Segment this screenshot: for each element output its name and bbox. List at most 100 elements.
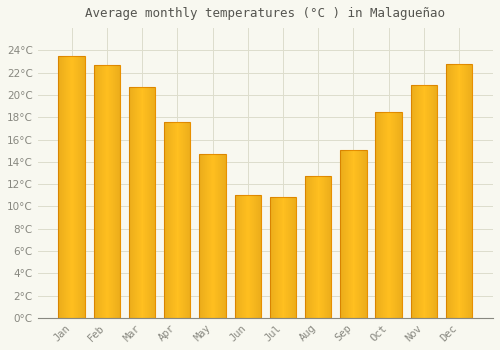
Bar	[277, 197, 278, 318]
Bar	[412, 85, 414, 318]
Bar	[202, 154, 203, 318]
Bar	[142, 87, 144, 318]
Bar	[424, 85, 425, 318]
Bar	[292, 197, 293, 318]
Bar	[188, 122, 189, 318]
Bar	[318, 176, 319, 318]
Bar	[247, 195, 248, 318]
Bar	[234, 195, 235, 318]
Bar	[96, 65, 97, 318]
Bar	[290, 197, 291, 318]
Bar	[364, 149, 366, 318]
Bar	[284, 197, 285, 318]
Bar	[355, 149, 356, 318]
Bar	[223, 154, 224, 318]
Bar	[244, 195, 245, 318]
Bar	[313, 176, 314, 318]
Bar	[410, 85, 412, 318]
Bar	[471, 64, 472, 318]
Bar	[433, 85, 434, 318]
Bar	[210, 154, 211, 318]
Bar	[235, 195, 236, 318]
Bar	[259, 195, 260, 318]
Bar	[287, 197, 288, 318]
Bar	[390, 112, 392, 318]
Bar	[204, 154, 206, 318]
Bar	[283, 197, 284, 318]
Bar	[382, 112, 384, 318]
Bar	[238, 195, 239, 318]
Bar	[451, 64, 452, 318]
Bar	[248, 195, 249, 318]
Bar	[79, 56, 80, 318]
Bar	[186, 122, 187, 318]
Bar	[454, 64, 455, 318]
Bar	[426, 85, 427, 318]
Bar	[346, 149, 347, 318]
Bar	[418, 85, 420, 318]
Bar	[328, 176, 329, 318]
Bar	[82, 56, 83, 318]
Bar	[73, 56, 74, 318]
Bar	[362, 149, 364, 318]
Bar	[251, 195, 252, 318]
Bar	[293, 197, 294, 318]
Bar	[170, 122, 172, 318]
Bar	[353, 149, 354, 318]
Bar	[81, 56, 82, 318]
Bar	[137, 87, 138, 318]
Bar	[100, 65, 101, 318]
Bar	[452, 64, 453, 318]
Bar	[94, 65, 95, 318]
Bar	[132, 87, 133, 318]
Bar	[376, 112, 402, 318]
Bar	[317, 176, 318, 318]
Bar	[340, 149, 341, 318]
Bar	[78, 56, 79, 318]
Bar	[325, 176, 326, 318]
Bar	[305, 176, 332, 318]
Bar	[107, 65, 108, 318]
Bar	[234, 195, 261, 318]
Bar	[464, 64, 465, 318]
Bar	[401, 112, 402, 318]
Bar	[77, 56, 78, 318]
Bar	[206, 154, 207, 318]
Bar	[274, 197, 275, 318]
Bar	[164, 122, 166, 318]
Bar	[200, 154, 202, 318]
Bar	[449, 64, 450, 318]
Bar	[320, 176, 321, 318]
Bar	[342, 149, 343, 318]
Bar	[271, 197, 272, 318]
Bar	[450, 64, 451, 318]
Bar	[465, 64, 466, 318]
Bar	[448, 64, 449, 318]
Bar	[457, 64, 458, 318]
Bar	[241, 195, 242, 318]
Bar	[436, 85, 437, 318]
Bar	[398, 112, 400, 318]
Bar	[330, 176, 331, 318]
Bar	[111, 65, 112, 318]
Bar	[388, 112, 390, 318]
Bar	[458, 64, 459, 318]
Bar	[435, 85, 436, 318]
Bar	[68, 56, 69, 318]
Bar	[209, 154, 210, 318]
Bar	[200, 154, 226, 318]
Bar	[242, 195, 243, 318]
Bar	[108, 65, 109, 318]
Bar	[291, 197, 292, 318]
Bar	[351, 149, 352, 318]
Bar	[352, 149, 353, 318]
Bar	[236, 195, 237, 318]
Bar	[237, 195, 238, 318]
Bar	[240, 195, 241, 318]
Bar	[350, 149, 351, 318]
Bar	[414, 85, 416, 318]
Bar	[467, 64, 468, 318]
Bar	[185, 122, 186, 318]
Bar	[377, 112, 378, 318]
Bar	[273, 197, 274, 318]
